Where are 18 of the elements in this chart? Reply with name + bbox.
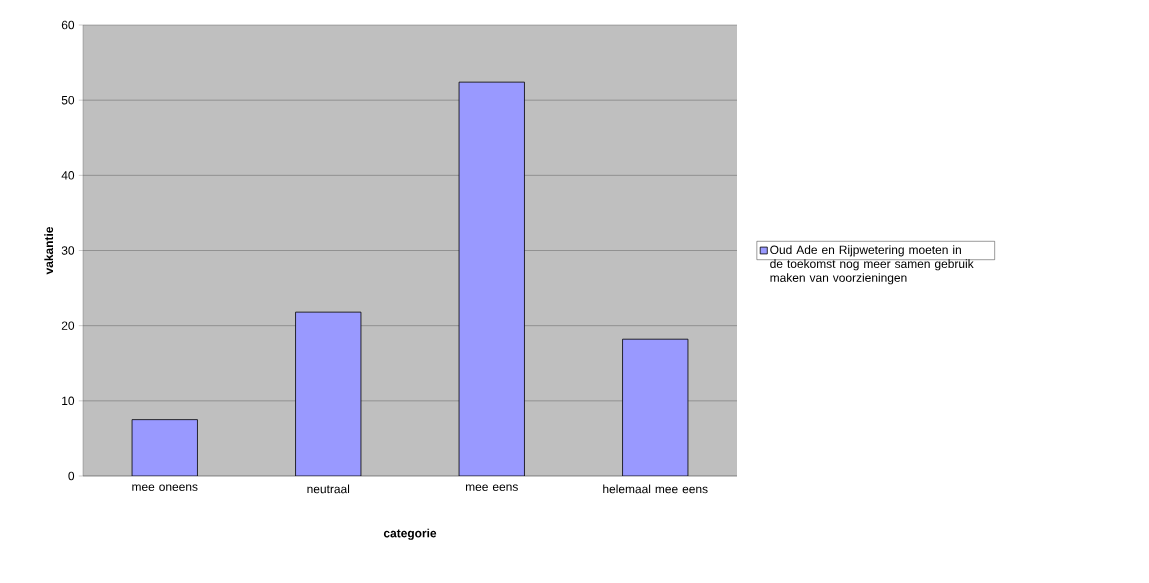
legend-label: Oud Ade en Rijpwetering moeten in de toekomst nog meer samen gebruik maken van voorzieningen bbox=[770, 245, 974, 285]
bar bbox=[622, 338, 689, 476]
y-tick-label: 30 bbox=[61, 246, 75, 255]
y-tick-label: 10 bbox=[62, 396, 75, 406]
y-tick-label: 0 bbox=[68, 471, 75, 481]
x-tick-label: mee eens bbox=[465, 484, 518, 491]
x-axis-title: categorie bbox=[383, 528, 437, 540]
y-tick-label: 60 bbox=[61, 20, 75, 30]
y-tick-label: 20 bbox=[61, 321, 75, 330]
x-tick-label: mee oneens bbox=[132, 484, 198, 491]
bar bbox=[295, 311, 362, 476]
y-tick-label: 40 bbox=[61, 171, 75, 180]
x-tick-label: helemaal mee eens bbox=[603, 484, 708, 494]
bar bbox=[458, 81, 525, 476]
x-tick-label: neutraal bbox=[307, 484, 350, 494]
y-tick-label: 50 bbox=[61, 95, 75, 105]
bar bbox=[131, 419, 198, 476]
y-axis-title: vakantie bbox=[44, 226, 54, 275]
